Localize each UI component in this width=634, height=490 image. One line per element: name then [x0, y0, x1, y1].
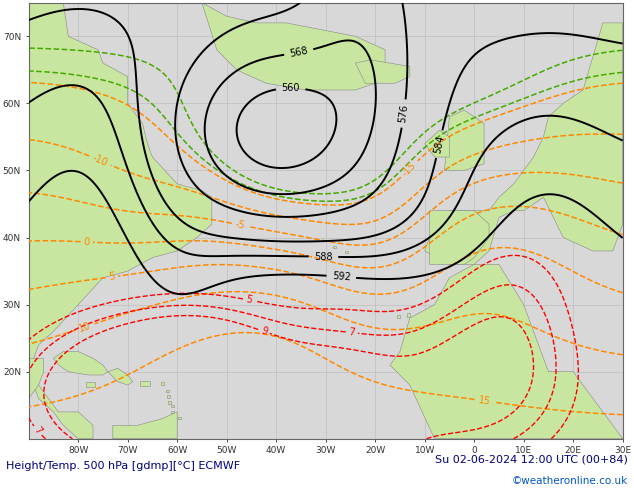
Polygon shape — [168, 433, 172, 439]
Text: ©weatheronline.co.uk: ©weatheronline.co.uk — [512, 476, 628, 486]
Polygon shape — [113, 429, 177, 439]
Text: 592: 592 — [332, 271, 351, 282]
Polygon shape — [390, 264, 623, 439]
Polygon shape — [333, 245, 335, 247]
Text: 9: 9 — [259, 326, 268, 337]
Text: 568: 568 — [288, 46, 309, 59]
Text: 576: 576 — [398, 104, 410, 123]
Polygon shape — [86, 382, 96, 387]
Text: 0: 0 — [84, 237, 90, 247]
Text: 7: 7 — [348, 327, 356, 338]
Polygon shape — [0, 358, 44, 398]
Polygon shape — [430, 211, 489, 264]
Polygon shape — [398, 315, 400, 318]
Text: 560: 560 — [281, 83, 300, 93]
Text: 15: 15 — [477, 395, 491, 407]
Polygon shape — [171, 405, 174, 407]
Polygon shape — [356, 60, 410, 83]
Polygon shape — [407, 313, 410, 317]
Polygon shape — [165, 390, 169, 392]
Text: Height/Temp. 500 hPa [gdmp][°C] ECMWF: Height/Temp. 500 hPa [gdmp][°C] ECMWF — [6, 462, 240, 471]
Text: -5: -5 — [235, 219, 246, 231]
Polygon shape — [172, 415, 175, 418]
Text: 588: 588 — [314, 251, 333, 262]
Text: 584: 584 — [432, 134, 446, 154]
Polygon shape — [168, 401, 171, 404]
Text: 10: 10 — [78, 320, 93, 334]
Polygon shape — [108, 368, 133, 385]
Polygon shape — [178, 416, 181, 419]
Polygon shape — [140, 381, 150, 387]
Text: 7: 7 — [32, 425, 44, 436]
Polygon shape — [171, 411, 174, 413]
Polygon shape — [425, 23, 623, 264]
Polygon shape — [29, 3, 212, 371]
Polygon shape — [346, 251, 348, 253]
Text: -10: -10 — [91, 153, 109, 169]
Text: -15: -15 — [400, 160, 418, 178]
Polygon shape — [113, 412, 177, 439]
Polygon shape — [444, 110, 484, 171]
Text: 5: 5 — [108, 271, 115, 282]
Polygon shape — [53, 351, 108, 375]
Text: 5: 5 — [245, 294, 253, 306]
Polygon shape — [167, 395, 170, 398]
Polygon shape — [161, 382, 164, 385]
Polygon shape — [425, 130, 450, 157]
Polygon shape — [202, 3, 385, 90]
Polygon shape — [29, 371, 93, 439]
Text: Su 02-06-2024 12:00 UTC (00+84): Su 02-06-2024 12:00 UTC (00+84) — [435, 455, 628, 465]
